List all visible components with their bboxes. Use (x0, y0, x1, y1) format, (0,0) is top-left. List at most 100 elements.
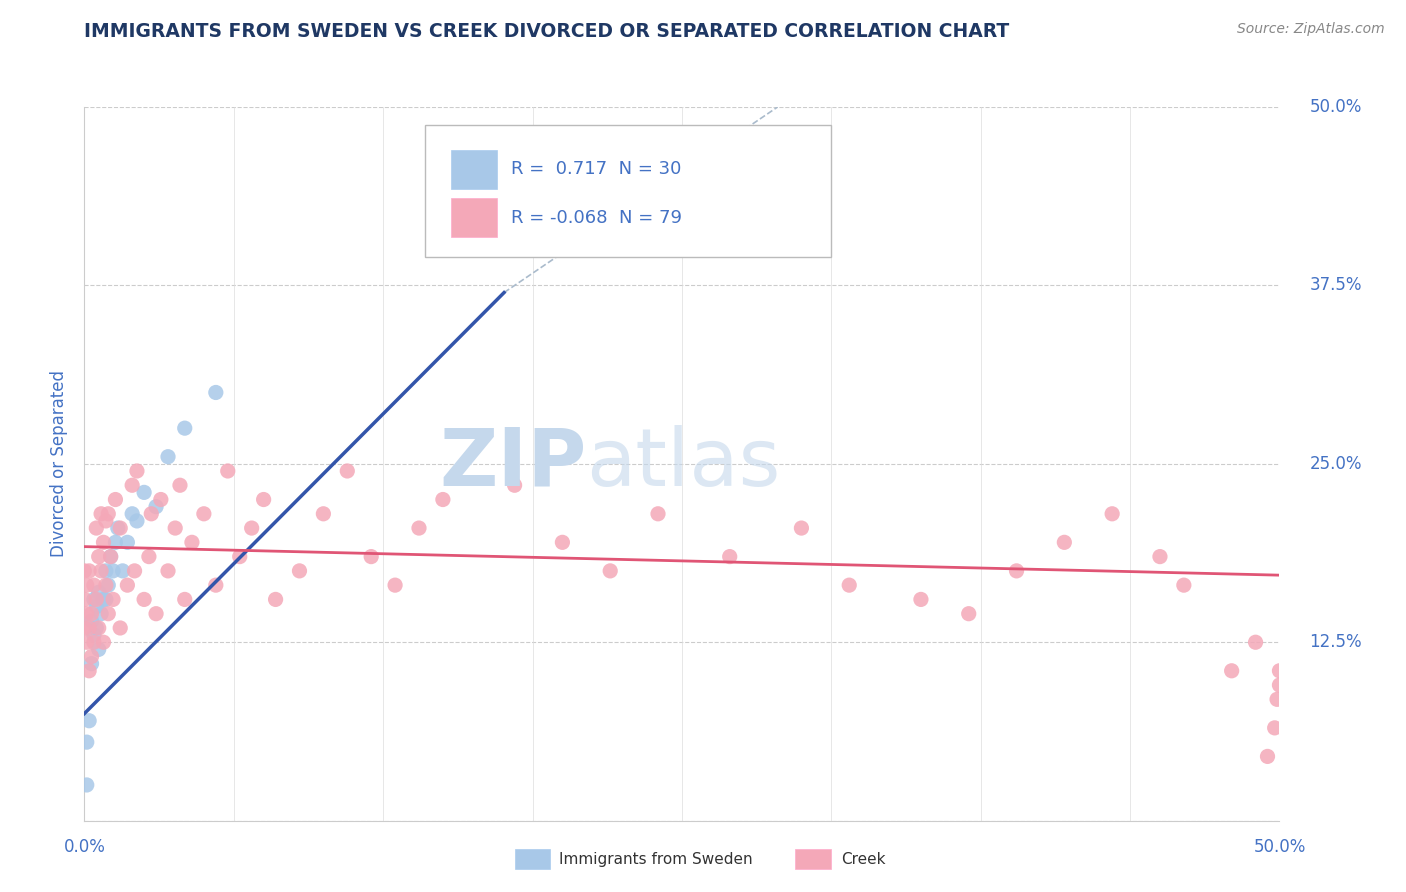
Point (957, 607, 980, 621)
Point (76, 735, 98, 749)
Point (1173, 578, 1195, 592)
Point (90, 564, 112, 578)
Point (77, 664, 100, 678)
Bar (515, 849, 550, 869)
Point (101, 592, 124, 607)
Point (77, 714, 100, 728)
Point (111, 564, 134, 578)
Point (718, 549, 741, 564)
Bar (796, 849, 831, 869)
Text: ZIP: ZIP (439, 425, 586, 503)
Y-axis label: Divorced or Separated: Divorced or Separated (51, 370, 69, 558)
Point (90, 607, 112, 621)
Point (93, 535, 115, 549)
Text: R = -0.068  N = 79: R = -0.068 N = 79 (510, 209, 682, 227)
Point (121, 478, 143, 492)
Point (432, 492, 454, 507)
Point (84, 599, 107, 614)
Point (145, 500, 167, 514)
Point (1053, 535, 1076, 549)
Point (228, 549, 252, 564)
Point (551, 535, 574, 549)
Point (205, 578, 228, 592)
Point (117, 578, 139, 592)
Point (647, 507, 669, 521)
Point (336, 464, 359, 478)
Point (97, 578, 120, 592)
Text: 0.0%: 0.0% (63, 838, 105, 856)
Point (408, 521, 430, 535)
Point (599, 564, 621, 578)
Point (910, 592, 932, 607)
Point (110, 621, 132, 635)
Point (77, 621, 100, 635)
Point (240, 521, 263, 535)
Point (1268, 678, 1291, 692)
Point (104, 535, 127, 549)
Point (97, 507, 120, 521)
Text: atlas: atlas (586, 425, 780, 503)
Point (205, 385, 228, 400)
Point (180, 535, 202, 549)
Point (1264, 721, 1286, 735)
Point (1005, 564, 1028, 578)
Point (84, 592, 107, 607)
Point (165, 521, 187, 535)
Point (73, 592, 96, 607)
Point (121, 507, 143, 521)
Point (107, 521, 129, 535)
Point (1268, 664, 1291, 678)
Point (125, 514, 148, 528)
Point (173, 592, 195, 607)
Point (169, 478, 191, 492)
Point (384, 578, 406, 592)
Point (141, 507, 163, 521)
Point (1220, 664, 1243, 678)
Point (104, 492, 127, 507)
Point (94, 514, 117, 528)
Point (97, 607, 120, 621)
Point (100, 549, 122, 564)
Point (125, 464, 148, 478)
Point (173, 421, 195, 435)
Point (1265, 692, 1288, 706)
Point (124, 564, 146, 578)
Point (94, 592, 117, 607)
Point (77, 564, 100, 578)
Point (94, 564, 117, 578)
Point (217, 464, 239, 478)
Point (149, 492, 172, 507)
Point (100, 549, 122, 564)
Point (93, 592, 115, 607)
Point (80, 607, 103, 621)
Text: R =  0.717  N = 30: R = 0.717 N = 30 (510, 161, 682, 178)
Point (138, 549, 160, 564)
Point (76, 607, 98, 621)
Point (80, 649, 103, 664)
Point (132, 485, 156, 500)
Point (84, 621, 107, 635)
Point (1101, 507, 1123, 521)
Point (87, 585, 110, 599)
Point (87, 621, 110, 635)
Point (73, 564, 96, 578)
Point (145, 607, 167, 621)
Point (193, 507, 215, 521)
Point (1256, 749, 1278, 764)
Point (83, 578, 105, 592)
Text: 25.0%: 25.0% (1309, 455, 1362, 473)
Bar (451, 198, 496, 237)
Point (83, 635, 105, 649)
Text: Immigrants from Sweden: Immigrants from Sweden (558, 852, 752, 867)
Text: 12.5%: 12.5% (1309, 633, 1362, 651)
Point (84, 521, 107, 535)
Bar (451, 150, 496, 189)
Text: 50.0%: 50.0% (1309, 98, 1362, 116)
Point (76, 778, 98, 792)
Point (288, 564, 311, 578)
Point (253, 492, 276, 507)
Point (94, 578, 117, 592)
Point (623, 228, 645, 243)
Point (83, 628, 105, 642)
Point (312, 507, 335, 521)
